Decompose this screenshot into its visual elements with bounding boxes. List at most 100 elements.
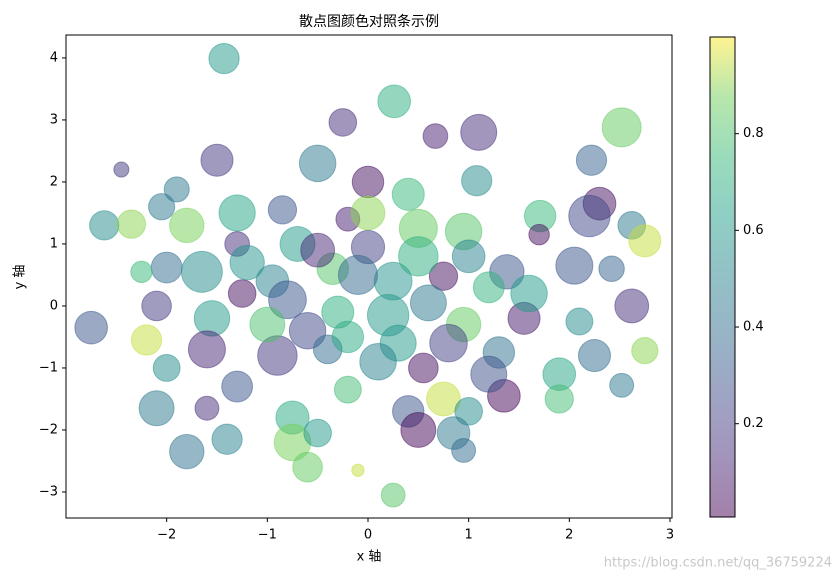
point bbox=[380, 482, 406, 508]
point bbox=[113, 161, 130, 178]
point bbox=[298, 144, 337, 183]
point bbox=[141, 290, 172, 322]
x-tick-label: 3 bbox=[666, 528, 674, 543]
point bbox=[454, 397, 483, 426]
point bbox=[528, 223, 550, 246]
point bbox=[300, 232, 336, 268]
point bbox=[409, 284, 447, 322]
point bbox=[221, 370, 254, 403]
y-tick-label: 2 bbox=[50, 174, 58, 189]
chart-title: 散点图颜色对照条示例 bbox=[299, 13, 439, 30]
point bbox=[544, 384, 574, 414]
point bbox=[565, 307, 594, 336]
colorbar-tick-label: 0.6 bbox=[743, 223, 764, 238]
point bbox=[461, 165, 493, 197]
colorbar bbox=[710, 37, 735, 517]
colorbar-tick-label: 0.4 bbox=[743, 320, 764, 335]
x-tick-label: −1 bbox=[258, 528, 277, 543]
x-axis-label: x 轴 bbox=[357, 550, 382, 565]
point bbox=[359, 342, 397, 381]
point bbox=[400, 412, 437, 448]
x-tick-label: 2 bbox=[565, 528, 573, 543]
point bbox=[575, 144, 608, 176]
point bbox=[227, 279, 257, 308]
point bbox=[398, 236, 439, 277]
y-tick-label: 3 bbox=[50, 112, 58, 127]
colorbar-tick-label: 0.2 bbox=[743, 416, 764, 431]
point bbox=[200, 143, 234, 177]
point bbox=[229, 244, 265, 281]
point bbox=[391, 177, 425, 211]
point bbox=[429, 323, 468, 363]
y-tick-label: 0 bbox=[50, 298, 58, 313]
y-tick-label: −1 bbox=[39, 360, 58, 375]
point bbox=[428, 261, 459, 291]
point bbox=[426, 381, 461, 417]
x-tick-label: 1 bbox=[465, 528, 473, 543]
point bbox=[350, 195, 386, 231]
point bbox=[303, 418, 332, 448]
point bbox=[328, 108, 358, 137]
point bbox=[337, 254, 378, 295]
point bbox=[366, 294, 410, 337]
point bbox=[510, 274, 548, 313]
y-axis-label: y 轴 bbox=[13, 265, 28, 290]
point bbox=[116, 209, 147, 239]
point bbox=[268, 280, 307, 320]
point bbox=[249, 306, 286, 343]
point bbox=[628, 224, 662, 258]
point bbox=[601, 107, 642, 148]
point bbox=[333, 375, 362, 404]
watermark: https://blog.csdn.net/qq_36759224 bbox=[604, 556, 832, 571]
y-tick-label: −2 bbox=[39, 422, 58, 437]
x-tick-label: −2 bbox=[157, 528, 176, 543]
point bbox=[193, 300, 231, 337]
point bbox=[555, 246, 594, 285]
point bbox=[422, 123, 449, 149]
point bbox=[130, 324, 163, 356]
point bbox=[408, 352, 439, 384]
point bbox=[208, 42, 240, 75]
y-tick-label: 1 bbox=[50, 236, 58, 251]
point bbox=[568, 194, 611, 238]
x-tick-label: 0 bbox=[364, 528, 372, 543]
point bbox=[211, 423, 243, 455]
point bbox=[331, 320, 365, 354]
point bbox=[150, 251, 183, 284]
point bbox=[169, 433, 205, 470]
colorbar-frame bbox=[709, 36, 736, 518]
colorbar-tick-label: 0.8 bbox=[743, 126, 764, 141]
point bbox=[74, 310, 108, 345]
point bbox=[351, 165, 385, 199]
point bbox=[194, 395, 220, 421]
point bbox=[267, 195, 298, 225]
points bbox=[74, 42, 662, 508]
point bbox=[218, 194, 256, 232]
point bbox=[180, 250, 223, 293]
point bbox=[351, 463, 365, 477]
point bbox=[577, 339, 612, 373]
point bbox=[163, 176, 190, 203]
point bbox=[472, 271, 505, 304]
point bbox=[460, 113, 498, 151]
y-tick-label: 4 bbox=[50, 50, 58, 65]
y-tick-label: −3 bbox=[39, 484, 58, 499]
point bbox=[138, 390, 175, 427]
point bbox=[292, 451, 323, 483]
point bbox=[148, 193, 176, 221]
axes-frame bbox=[65, 34, 673, 519]
point bbox=[470, 355, 508, 393]
point bbox=[169, 207, 205, 244]
point bbox=[377, 84, 411, 119]
point bbox=[89, 210, 120, 241]
point bbox=[187, 330, 226, 369]
point bbox=[614, 288, 650, 324]
point bbox=[451, 239, 486, 274]
point bbox=[152, 354, 181, 382]
point bbox=[631, 337, 659, 365]
point bbox=[609, 372, 635, 398]
point bbox=[451, 437, 477, 463]
point bbox=[598, 255, 625, 282]
point bbox=[130, 260, 153, 284]
